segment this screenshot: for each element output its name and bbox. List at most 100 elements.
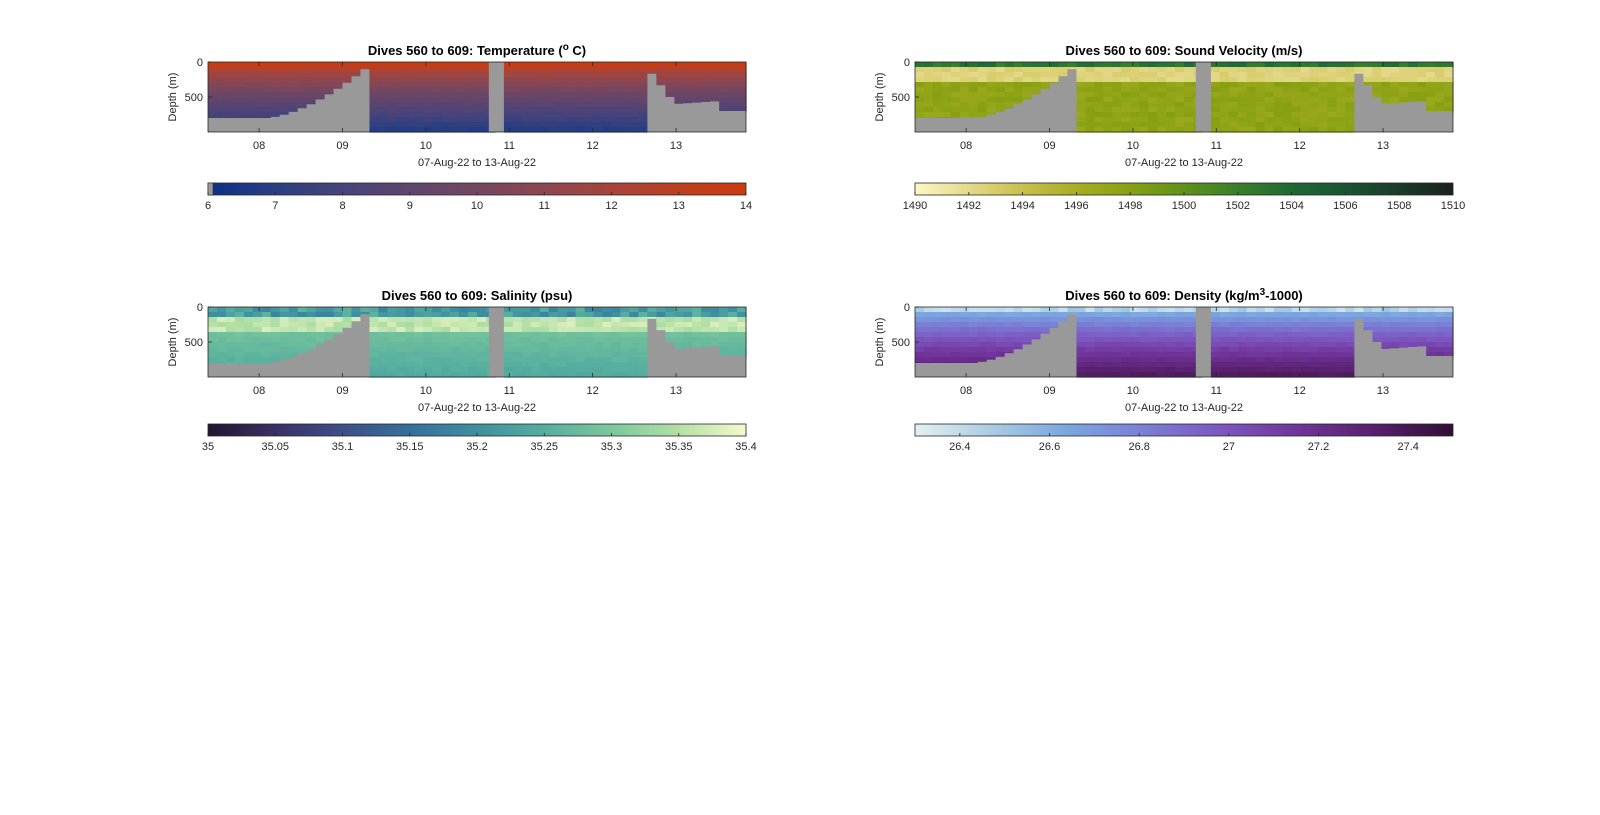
heatmap-cell (324, 317, 335, 323)
heatmap-cell (548, 62, 559, 68)
heatmap-cell (1219, 322, 1230, 328)
heatmap-cell (450, 307, 460, 313)
heatmap-cell (512, 127, 523, 133)
heatmap-cell (1148, 337, 1158, 343)
heatmap-cell (503, 62, 514, 68)
heatmap-cell (986, 97, 997, 103)
heatmap-cell (477, 357, 487, 363)
heatmap-cell (1094, 352, 1104, 358)
heatmap-cell (1426, 82, 1436, 88)
heatmap-cell (405, 87, 415, 93)
heatmap-cell (1130, 87, 1140, 93)
heatmap-cell (915, 107, 925, 113)
heatmap-cell (1426, 92, 1436, 98)
heatmap-cell (521, 127, 532, 133)
heatmap-cell (548, 122, 559, 128)
colorbar-tick-label: 1496 (1064, 200, 1088, 212)
heatmap-cell (1408, 67, 1418, 73)
heatmap-cell (1103, 332, 1113, 338)
heatmap-cell (1318, 127, 1329, 133)
heatmap-cell (216, 317, 227, 323)
heatmap-cell (1345, 117, 1355, 123)
heatmap-cell (566, 77, 577, 83)
heatmap-cell (575, 102, 586, 108)
heatmap-cell (279, 62, 290, 68)
heatmap-cell (270, 357, 281, 363)
heatmap-cell (270, 327, 281, 333)
heatmap-cell (216, 82, 227, 88)
heatmap-cell (1013, 312, 1024, 318)
heatmap-cell (1246, 117, 1257, 123)
heatmap-cell (1318, 332, 1329, 338)
heatmap-cell (575, 112, 586, 118)
heatmap-cell (1210, 87, 1221, 93)
heatmap-cell (1094, 112, 1104, 118)
heatmap-cell (1390, 77, 1400, 83)
heatmap-cell (923, 337, 934, 343)
heatmap-cell (1121, 372, 1131, 378)
heatmap-cell (477, 362, 487, 368)
heatmap-cell (503, 87, 514, 93)
heatmap-cell (575, 347, 586, 353)
heatmap-cell (638, 72, 648, 78)
heatmap-cell (1031, 307, 1042, 313)
heatmap-cell (252, 342, 263, 348)
heatmap-cell (1219, 67, 1230, 73)
heatmap-cell (986, 307, 997, 313)
heatmap-cell (1184, 112, 1194, 118)
heatmap-cell (692, 92, 702, 98)
heatmap-cell (1049, 307, 1060, 313)
heatmap-cell (1291, 347, 1302, 353)
heatmap-cell (1076, 92, 1086, 98)
heatmap-cell (1166, 97, 1176, 103)
heatmap-cell (1444, 352, 1454, 358)
heatmap-cell (342, 322, 353, 328)
heatmap-cell (1004, 72, 1015, 78)
heatmap-cell (1300, 317, 1311, 323)
heatmap-cell (1112, 357, 1122, 363)
heatmap-cell (1327, 62, 1338, 68)
heatmap-cell (968, 352, 979, 358)
heatmap-cell (512, 362, 523, 368)
heatmap-cell (512, 72, 523, 78)
heatmap-cell (1246, 102, 1257, 108)
heatmap-cell (1076, 322, 1086, 328)
heatmap-cell (441, 112, 451, 118)
heatmap-cell (548, 97, 559, 103)
heatmap-cell (1175, 87, 1185, 93)
heatmap-cell (1148, 347, 1158, 353)
heatmap-cell (1282, 307, 1293, 313)
heatmap-cell (369, 362, 379, 368)
heatmap-cell (378, 92, 388, 98)
heatmap-cell (1255, 332, 1266, 338)
heatmap-cell (1166, 62, 1176, 68)
heatmap-cell (459, 337, 469, 343)
heatmap-cell (1157, 102, 1167, 108)
heatmap-cell (1112, 352, 1122, 358)
heatmap-cell (566, 347, 577, 353)
heatmap-cell (1327, 352, 1338, 358)
heatmap-cell (225, 322, 236, 328)
heatmap-cell (977, 72, 988, 78)
heatmap-cell (1112, 107, 1122, 113)
heatmap-cell (656, 77, 666, 83)
heatmap-cell (638, 357, 648, 363)
heatmap-cell (986, 317, 997, 323)
heatmap-cell (477, 112, 487, 118)
heatmap-cell (539, 87, 550, 93)
heatmap-cell (423, 122, 433, 128)
heatmap-cell (1309, 82, 1320, 88)
heatmap-cell (629, 357, 639, 363)
heatmap-cell (1444, 337, 1454, 343)
heatmap-cell (261, 347, 272, 353)
heatmap-cell (270, 72, 281, 78)
heatmap-cell (1219, 117, 1230, 123)
heatmap-cell (1300, 102, 1311, 108)
heatmap-cell (1237, 327, 1248, 333)
heatmap-cell (1282, 67, 1293, 73)
heatmap-cell (1336, 322, 1346, 328)
heatmap-cell (995, 62, 1006, 68)
heatmap-cell (1390, 87, 1400, 93)
heatmap-cell (1291, 332, 1302, 338)
heatmap-cell (629, 67, 639, 73)
